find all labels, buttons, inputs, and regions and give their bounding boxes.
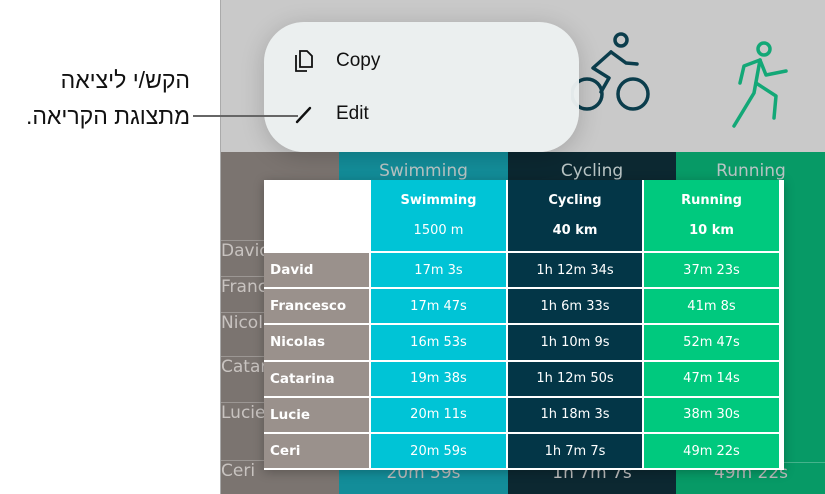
column-distance: 1500 m [413,222,464,238]
time-cell: 1h 12m 34s [508,253,644,290]
column-header-cycling: Cycling 40 km [508,180,644,253]
column-title: Running [681,193,742,209]
time-cell: 1h 7m 7s [508,433,644,471]
row-name: Ceri [264,433,371,471]
time-cell: 37m 23s [644,253,781,290]
callout-line-1: הקש/י ליציאה [60,67,190,93]
row-name: Francesco [264,289,371,326]
time-cell: 20m 59s [371,433,508,471]
reading-view-screen[interactable]: David Francesco Nicolas Catarina Lucie C… [220,0,825,494]
time-cell: 38m 30s [644,397,781,434]
time-cell: 1h 6m 33s [508,289,644,326]
time-cell: 41m 8s [644,289,781,326]
time-cell: 20m 11s [371,397,508,434]
row-name: Lucie [264,397,371,434]
column-distance: 40 km [552,222,598,238]
time-cell: 49m 22s [644,433,781,471]
menu-item-label: Copy [336,50,381,71]
callout-text: הקש/י ליציאה מתצוגת הקריאה. [26,62,190,134]
time-cell: 47m 14s [644,361,781,398]
callout-line-2: מתצוגת הקריאה. [25,103,190,129]
time-cell: 1h 12m 50s [508,361,644,398]
time-cell: 17m 3s [371,253,508,290]
copy-icon [295,50,313,72]
callout-leader-line [193,115,298,117]
menu-item-copy[interactable]: Copy [294,46,380,76]
results-table: Swimming 1500 m Cycling 40 km Running 10 km Da… [264,180,784,471]
corner-cell [264,180,371,253]
bg-header: Swimming [379,161,468,181]
menu-item-label: Edit [336,103,369,124]
cyclist-icon [571,32,650,111]
runner-icon [732,41,788,128]
time-cell: 52m 47s [644,325,781,362]
menu-item-edit[interactable]: Edit [294,99,369,129]
time-cell: 17m 47s [371,289,508,326]
bg-header: Running [716,161,786,181]
context-menu: Copy Edit [264,22,579,152]
column-title: Cycling [548,193,602,209]
column-header-swimming: Swimming 1500 m [371,180,508,253]
time-cell: 1h 18m 3s [508,397,644,434]
time-cell: 19m 38s [371,361,508,398]
row-name: David [264,253,371,290]
column-distance: 10 km [689,222,734,238]
bg-header: Cycling [560,161,624,181]
column-title: Swimming [400,193,477,209]
pencil-icon [295,106,312,124]
row-name: Catarina [264,361,371,398]
time-cell: 1h 10m 9s [508,325,644,362]
time-cell: 16m 53s [371,325,508,362]
column-header-running: Running 10 km [644,180,781,253]
row-name: Nicolas [264,325,371,362]
